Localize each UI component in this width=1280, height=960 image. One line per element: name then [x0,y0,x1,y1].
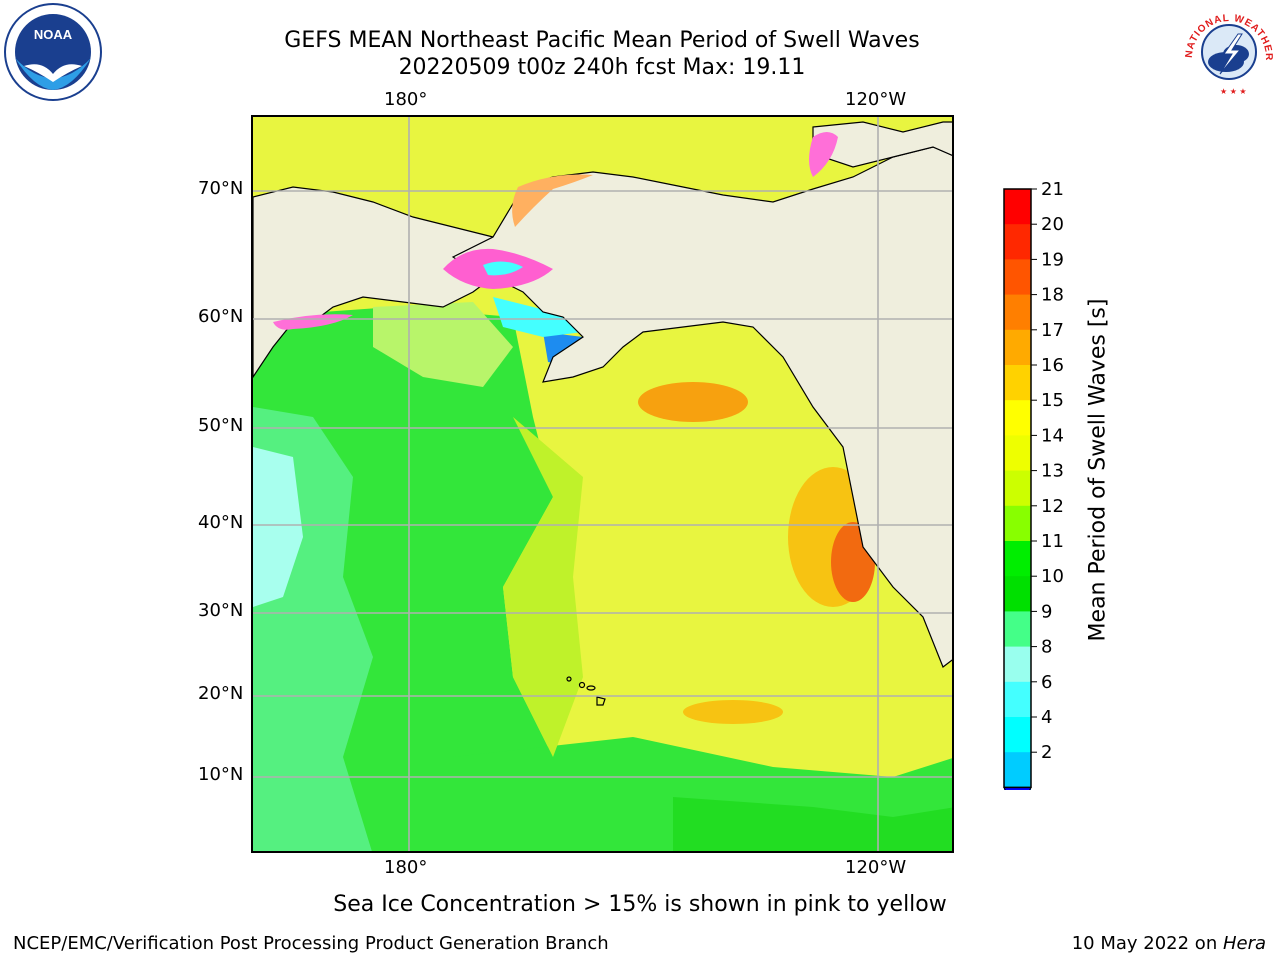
colorbar-tick-label: 19 [1041,249,1064,270]
colorbar-segment [1004,435,1031,472]
colorbar-tick-label: 6 [1041,672,1052,693]
swell-period-map [253,117,952,851]
colorbar-tick-label: 15 [1041,390,1064,411]
sea-ice-note: Sea Ice Concentration > 15% is shown in … [333,892,947,917]
lat-label-30n: 30°N [198,600,244,621]
lon-label-bottom-180: 180° [384,857,428,878]
colorbar-segment [1004,505,1031,542]
colorbar-segment [1004,259,1031,296]
lat-label-70n: 70°N [198,178,244,199]
sea-ice-concentration [273,132,838,330]
colorbar-tick-label: 18 [1041,285,1064,306]
colorbar-tick-label: 16 [1041,355,1064,376]
colorbar-segment [1004,365,1031,401]
swell-region-transition [503,417,583,757]
colorbar-segment [1004,189,1031,225]
nws-logo: NATIONAL WEATHER SERVICE ★ ★ ★ [1180,2,1275,97]
colorbar-tick-label: 2 [1041,742,1052,763]
colorbar: 21 20 19 18 17 16 15 14 13 12 11 10 9 8 6 4 2 [1003,180,1064,790]
hawaii-islands [566,676,606,706]
swell-high-subtropical [683,700,783,724]
colorbar-tick-label: 10 [1041,566,1064,587]
chart-subtitle: 20220509 t00z 240h fcst Max: 19.11 [398,55,806,80]
footer-date: 10 May 2022 on Hera [1072,933,1266,955]
lat-label-20n: 20°N [198,683,244,704]
colorbar-segment [1004,717,1031,753]
colorbar-label: Mean Period of Swell Waves [s] [1085,298,1111,642]
colorbar-tick-label: 4 [1041,707,1052,728]
nws-stars: ★ ★ ★ [1220,87,1247,96]
swell-high-gulf-alaska [638,382,748,422]
map-panel [251,115,954,853]
colorbar-segment [1004,611,1031,648]
colorbar-tick-label: 14 [1041,425,1064,446]
colorbar-tick-label: 21 [1041,180,1064,200]
swell-region-darkgreen-south [673,797,952,851]
colorbar-tick-label: 13 [1041,461,1064,482]
colorbar-segment [1004,646,1031,683]
colorbar-segment [1004,681,1031,718]
colorbar-segment [1004,752,1031,788]
colorbar-tick-label: 17 [1041,320,1064,341]
noaa-logo: NOAA [4,3,102,101]
swell-region-cyan-west [253,447,303,607]
lon-label-bottom-120w: 120°W [845,857,907,878]
graticule [253,117,952,851]
colorbar-segment [1004,541,1031,577]
swell-region-yellowgreen-north [373,302,513,387]
lat-label-40n: 40°N [198,512,244,533]
footer-credit: NCEP/EMC/Verification Post Processing Pr… [13,933,609,954]
colorbar-segment [1004,294,1031,331]
colorbar-tick-label: 20 [1041,214,1064,235]
swell-cyan-bering [493,297,583,337]
colorbar-tick-label: 12 [1041,496,1064,517]
colorbar-tick-label: 9 [1041,601,1052,622]
colorbar-tick-label: 8 [1041,637,1052,658]
footer-machine: Hera [1222,933,1266,954]
chart-title: GEFS MEAN Northeast Pacific Mean Period … [284,28,920,53]
lat-label-50n: 50°N [198,415,244,436]
lat-label-60n: 60°N [198,306,244,327]
colorbar-segment [1004,224,1031,260]
colorbar-segment [1004,400,1031,436]
colorbar-tick-label: 11 [1041,531,1064,552]
footer-date-text: 10 May 2022 on [1071,933,1223,954]
lon-label-top-120w: 120°W [845,89,907,110]
lat-label-10n: 10°N [198,764,244,785]
colorbar-outline [1003,188,1032,789]
colorbar-segment [1004,470,1031,507]
lon-label-top-180: 180° [384,89,428,110]
colorbar-segment [1004,329,1031,366]
land-north-america [451,146,952,668]
colorbar-segment [1004,576,1031,612]
noaa-logo-text: NOAA [34,27,73,42]
